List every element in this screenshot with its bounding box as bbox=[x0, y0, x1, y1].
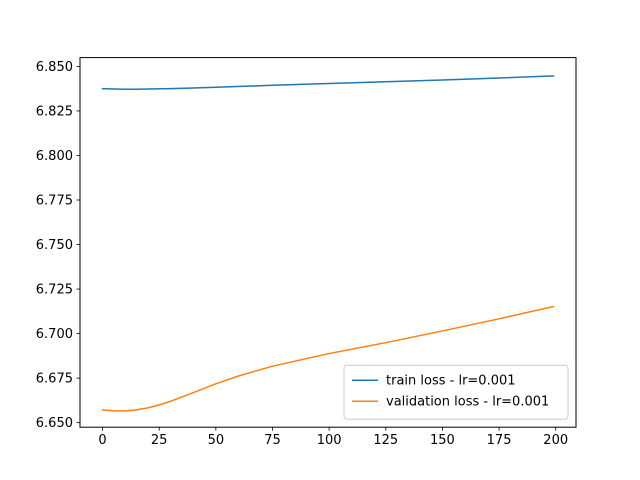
x-axis: 0 25 50 75 100 125 150 175 200 bbox=[98, 427, 568, 448]
x-tick-label: 150 bbox=[430, 433, 455, 448]
x-tick-label: 75 bbox=[264, 433, 281, 448]
legend-label: validation loss - lr=0.001 bbox=[386, 395, 549, 410]
y-tick-label: 6.750 bbox=[36, 238, 73, 253]
y-tick-label: 6.725 bbox=[36, 283, 73, 298]
legend: train loss - lr=0.001 validation loss - l… bbox=[343, 364, 569, 420]
legend-box bbox=[343, 364, 569, 420]
y-tick-label: 6.775 bbox=[36, 194, 73, 209]
y-tick-label: 6.800 bbox=[36, 149, 73, 164]
legend-label: train loss - lr=0.001 bbox=[386, 374, 516, 389]
y-tick-label: 6.850 bbox=[36, 60, 73, 75]
x-tick-label: 0 bbox=[98, 433, 106, 448]
x-tick-label: 200 bbox=[543, 433, 568, 448]
x-tick-label: 125 bbox=[373, 433, 398, 448]
y-tick-label: 6.675 bbox=[36, 372, 73, 387]
y-tick-label: 6.700 bbox=[36, 327, 73, 342]
y-tick-label: 6.825 bbox=[36, 104, 73, 119]
x-tick-label: 100 bbox=[317, 433, 342, 448]
series-line-0 bbox=[101, 75, 555, 90]
y-axis: 6.650 6.675 6.700 6.725 6.750 6.775 6.800 6.825… bbox=[36, 60, 80, 431]
series-line-1 bbox=[101, 305, 555, 412]
x-tick-label: 50 bbox=[208, 433, 225, 448]
series-layer bbox=[101, 75, 555, 412]
plot-frame bbox=[79, 57, 577, 428]
x-tick-label: 25 bbox=[151, 433, 168, 448]
x-tick-label: 175 bbox=[487, 433, 512, 448]
y-tick-label: 6.650 bbox=[36, 416, 73, 431]
